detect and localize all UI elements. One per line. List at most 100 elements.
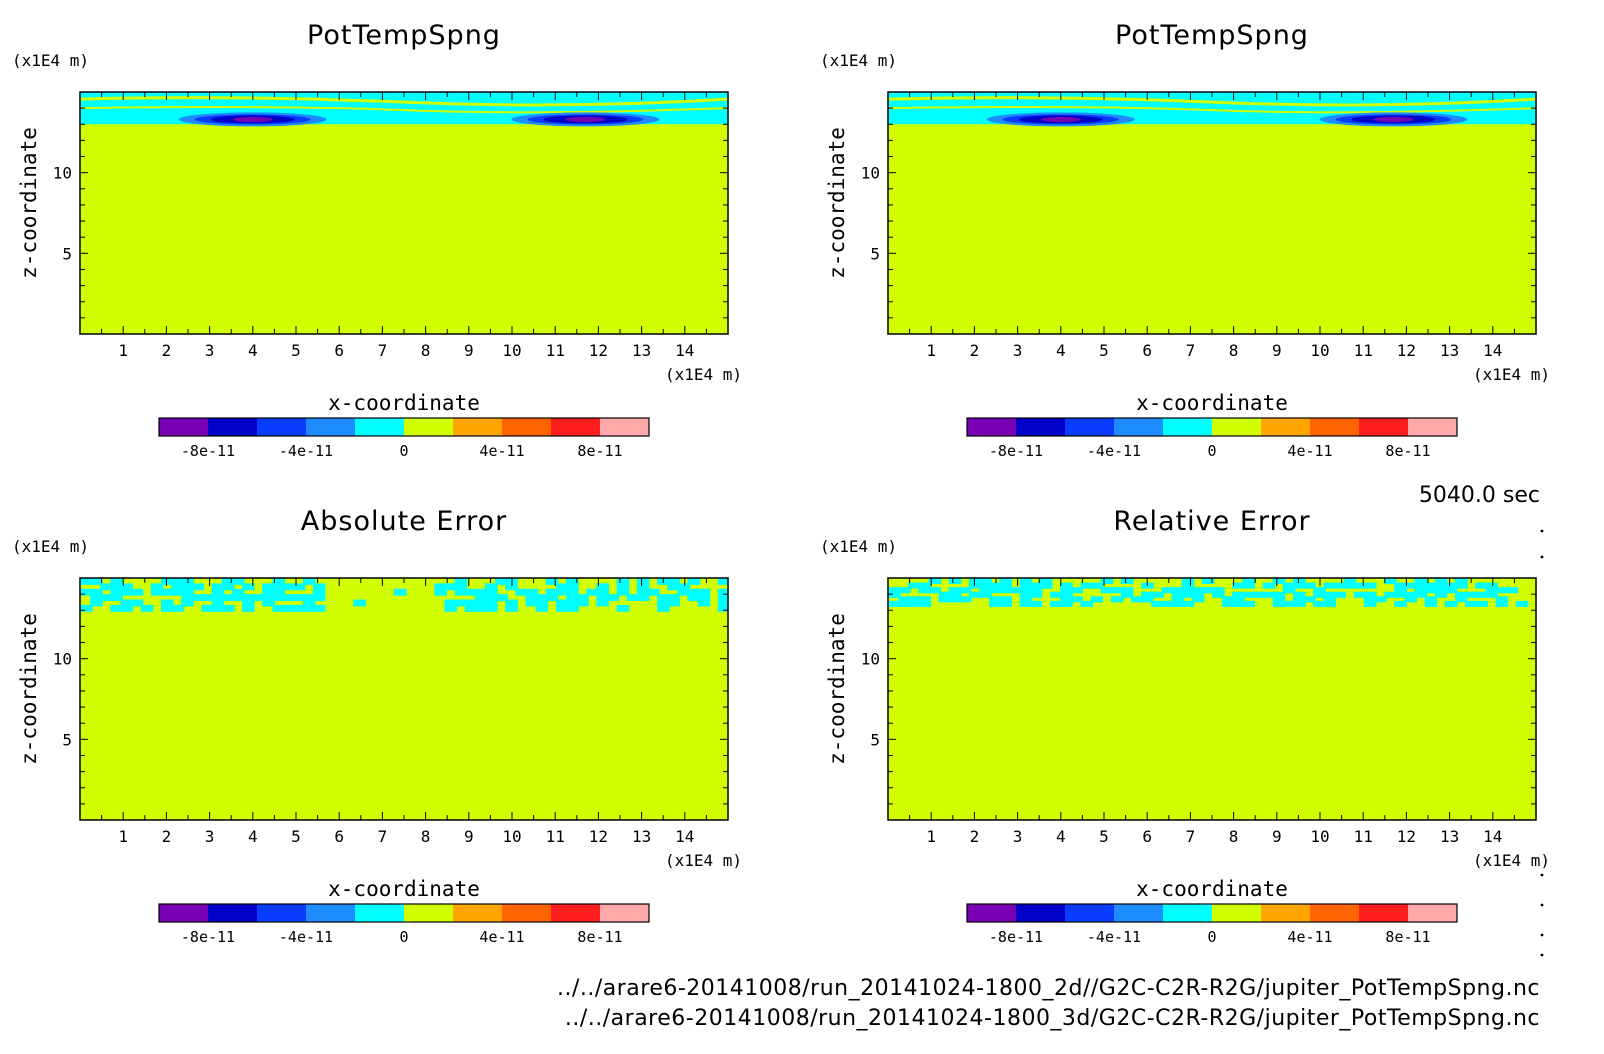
error-patch	[292, 583, 306, 591]
error-patch	[1313, 587, 1326, 594]
error-patch	[1394, 600, 1407, 607]
panel-2: PotTempSpng(x1E4 m)1 2 3 4 5 6 7 8 9 10 11 12 13 1451…	[820, 20, 1550, 460]
error-patch	[687, 588, 701, 596]
colorbar-swatch	[600, 904, 649, 922]
x-tick-label: 4	[1056, 827, 1066, 846]
x-tick-label: 5	[291, 827, 301, 846]
error-patch	[1060, 591, 1073, 598]
error-patch	[130, 588, 144, 596]
error-patch	[353, 599, 366, 607]
error-patch	[1485, 587, 1498, 594]
error-patch	[1434, 578, 1448, 585]
error-patch	[1465, 591, 1478, 598]
error-patch	[272, 578, 285, 585]
error-patch	[110, 583, 123, 591]
error-patch	[1181, 578, 1195, 585]
error-patch	[515, 588, 528, 596]
heatmap-field	[80, 578, 728, 612]
error-patch	[1242, 582, 1255, 589]
error-patch	[1444, 600, 1458, 607]
error-patch	[928, 578, 942, 585]
error-patch	[1060, 587, 1073, 594]
file-path-2: ../../arare6-20141008/run_20141024-1800_…	[565, 1006, 1540, 1031]
error-patch	[717, 588, 728, 596]
error-patch	[1050, 600, 1063, 607]
colorbar: -8e-11 -4e-11 0 4e-11 8e-11	[966, 903, 1458, 946]
error-patch	[1485, 591, 1498, 598]
x-tick-label: 10	[1310, 827, 1329, 846]
colorbar-swatch	[1359, 904, 1408, 922]
colorbar-frame	[966, 417, 1458, 437]
x-tick-label: 7	[378, 341, 388, 360]
error-patch	[1272, 591, 1286, 598]
error-patch	[1201, 578, 1215, 585]
error-patch	[1110, 596, 1124, 603]
error-patch	[1424, 600, 1438, 607]
error-patch	[1222, 596, 1235, 603]
error-patch	[1060, 582, 1073, 589]
colorbar-tick-label: 8e-11	[577, 928, 622, 946]
error-patch	[1394, 582, 1407, 589]
error-patch	[1293, 582, 1306, 589]
error-patch	[1455, 596, 1468, 603]
error-patch	[566, 578, 579, 585]
colorbar-swatch	[1408, 418, 1457, 436]
error-patch	[1495, 596, 1509, 603]
error-patch	[181, 594, 194, 602]
error-patch	[1171, 587, 1185, 594]
x-tick-label: 2	[162, 341, 172, 360]
error-patch	[1323, 596, 1336, 603]
error-patch	[231, 588, 245, 596]
x-tick-label: 9	[1272, 341, 1282, 360]
error-patch	[495, 594, 508, 602]
x-tick-label: 13	[632, 341, 651, 360]
error-patch	[1242, 600, 1255, 607]
error-patch	[606, 594, 620, 602]
error-patch	[999, 596, 1012, 603]
error-patch	[1039, 578, 1053, 585]
panel-title: PotTempSpng	[1115, 20, 1309, 51]
colorbar-tick-label: -8e-11	[181, 928, 235, 946]
error-patch	[1323, 582, 1336, 589]
error-patch	[242, 604, 255, 612]
x-tick-label: 6	[334, 827, 344, 846]
error-patch	[1313, 600, 1326, 607]
error-patch	[1171, 600, 1185, 607]
error-patch	[1363, 596, 1377, 603]
colorbar-swatch	[1261, 418, 1310, 436]
x-tick-label: 11	[546, 341, 565, 360]
error-patch	[989, 587, 1002, 594]
error-patch	[1232, 582, 1245, 589]
colorbar-swatch	[1212, 418, 1261, 436]
error-patch	[1181, 582, 1195, 589]
x-tick-label: 10	[502, 341, 521, 360]
x-tick-label: 6	[1142, 827, 1152, 846]
error-patch	[958, 596, 972, 603]
error-patch	[1444, 582, 1458, 589]
x-tick-label: 14	[1483, 827, 1502, 846]
error-patch	[1313, 591, 1326, 598]
colorbar-swatch	[551, 904, 600, 922]
heatmap-field	[888, 92, 1536, 127]
error-patch	[242, 594, 255, 602]
error-patch	[161, 578, 174, 585]
error-patch	[1232, 591, 1245, 598]
x-tick-label: 9	[464, 827, 474, 846]
error-patch	[687, 578, 701, 585]
file-path-1: ../../arare6-20141008/run_20141024-1800_…	[557, 976, 1540, 1001]
error-patch	[1029, 582, 1043, 589]
error-patch	[110, 588, 123, 596]
error-patch	[1060, 600, 1073, 607]
error-patch	[566, 594, 579, 602]
colorbar-swatch	[208, 418, 257, 436]
y-tick-label: 10	[53, 164, 72, 183]
error-patch	[667, 578, 680, 585]
error-patch	[1333, 582, 1347, 589]
error-patch	[576, 594, 589, 602]
error-patch	[1444, 587, 1458, 594]
error-patch	[989, 596, 1002, 603]
error-patch	[1100, 578, 1114, 585]
y-axis-label: z-coordinate	[825, 613, 849, 765]
error-patch	[1151, 591, 1164, 598]
colorbar-tick-label: -4e-11	[1087, 442, 1141, 460]
